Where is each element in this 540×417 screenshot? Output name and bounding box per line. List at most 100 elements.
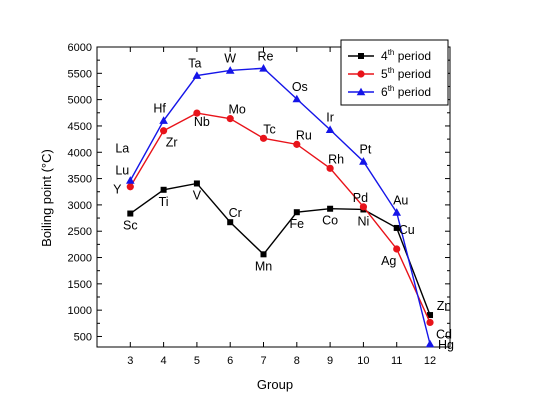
element-label: Au — [393, 193, 408, 207]
data-point — [427, 312, 434, 319]
data-point — [193, 109, 201, 117]
data-point — [192, 71, 202, 79]
x-tick-label: 6 — [227, 355, 233, 367]
x-tick-label: 12 — [424, 355, 436, 367]
element-label-line: Au — [393, 193, 408, 207]
element-label: Zr — [166, 136, 178, 150]
element-label-line: Cr — [229, 206, 242, 220]
y-tick-label: 4500 — [68, 121, 92, 133]
element-label-line: Pd — [353, 191, 368, 205]
data-point — [425, 339, 435, 348]
element-label-line: Hf — [153, 102, 166, 116]
element-label: Ni — [358, 214, 370, 228]
element-label: W — [224, 51, 236, 65]
element-label: Co — [322, 214, 338, 228]
data-point — [260, 251, 267, 258]
element-label: Sc — [123, 219, 138, 233]
x-tick-label: 5 — [194, 355, 200, 367]
element-label: Pt — [360, 142, 372, 156]
data-point — [259, 134, 268, 142]
data-point — [193, 180, 200, 187]
element-label-line: Y — [113, 183, 122, 197]
y-tick-label: 4000 — [68, 147, 92, 159]
element-label-line: Cd — [436, 327, 452, 341]
element-label: Nb — [194, 115, 210, 129]
element-label: Re — [258, 49, 274, 63]
data-point — [226, 115, 234, 123]
element-label: Fe — [290, 217, 305, 231]
x-tick-label: 8 — [294, 355, 300, 367]
data-point — [359, 157, 368, 165]
x-tick-label: 7 — [260, 355, 266, 367]
x-tick-label: 9 — [327, 355, 333, 367]
data-point — [159, 116, 168, 124]
plot-frame — [96, 46, 451, 348]
series-5th-period — [126, 109, 434, 327]
legend-marker — [356, 87, 366, 96]
element-label-line: Nb — [194, 115, 210, 129]
data-point — [426, 318, 434, 327]
element-label-line: Ag — [381, 254, 396, 268]
data-point — [225, 66, 235, 74]
data-point — [327, 205, 334, 212]
element-label: Cd — [436, 327, 452, 341]
element-label: Zn — [437, 299, 452, 313]
legend-label: 5th period — [381, 66, 431, 81]
y-tick-label: 6000 — [68, 42, 92, 54]
y-tick-label: 5500 — [68, 68, 92, 80]
data-point — [126, 183, 134, 191]
element-label: Ru — [296, 128, 312, 142]
element-label-line: Ta — [188, 57, 201, 71]
element-label-line: Ir — [326, 111, 334, 125]
x-tick-label: 11 — [391, 355, 402, 367]
y-axis: 500 1000 1500 2000 2500 3000 3500 4000 4500 5000 5… — [68, 42, 450, 343]
legend-label-base: 6 — [381, 85, 388, 99]
y-axis-title: Boiling point (°C) — [39, 149, 54, 247]
element-label-line: Ru — [296, 128, 312, 142]
legend-marker — [358, 53, 364, 59]
x-axis: 3 4 5 6 7 8 9 10 11 12 — [127, 47, 436, 367]
y-tick-label: 1500 — [68, 279, 92, 291]
element-label-line: Mn — [255, 259, 272, 273]
x-axis-title: Group — [257, 377, 293, 392]
element-label-line: Ti — [159, 195, 169, 209]
legend-label: 4th period — [381, 48, 431, 63]
element-label: V — [193, 188, 202, 202]
element-label: La Lu — [115, 141, 129, 177]
element-label-line: Lu — [115, 163, 129, 177]
element-label-line: Pt — [360, 142, 372, 156]
element-label: Ag — [381, 254, 396, 268]
element-label: Os — [292, 80, 308, 94]
legend-entry: 5th period — [348, 66, 431, 81]
y-tick-label: 5000 — [68, 95, 92, 107]
data-point — [293, 209, 300, 216]
y-tick-label: 3500 — [68, 174, 92, 186]
element-label-line: Tc — [263, 122, 276, 136]
y-tick-label: 2500 — [68, 226, 92, 238]
element-label: Cr — [229, 206, 242, 220]
element-label-line: Mo — [229, 103, 246, 117]
legend-entry: 6th period — [348, 84, 431, 99]
element-label-line: Zr — [166, 136, 178, 150]
element-label: Hg — [438, 338, 454, 352]
x-tick-label: 10 — [357, 355, 369, 367]
element-label-line: Re — [258, 49, 274, 63]
x-tick-label: 3 — [127, 355, 133, 367]
legend-entry: 4th period — [348, 48, 431, 63]
element-label: Hf — [153, 102, 166, 116]
element-label: Cu — [399, 223, 415, 237]
element-label: Tc — [263, 122, 276, 136]
series-layer — [126, 63, 435, 348]
element-label-line: Rh — [328, 152, 344, 166]
legend-label-sup: th — [388, 48, 395, 57]
data-point — [160, 127, 168, 135]
element-label-line: Fe — [290, 217, 305, 231]
data-point — [359, 203, 368, 211]
element-label-line: Co — [322, 214, 338, 228]
data-point — [392, 208, 402, 216]
legend-label-text: period — [394, 49, 431, 63]
data-point — [227, 219, 234, 226]
element-label: Mn — [255, 259, 272, 273]
